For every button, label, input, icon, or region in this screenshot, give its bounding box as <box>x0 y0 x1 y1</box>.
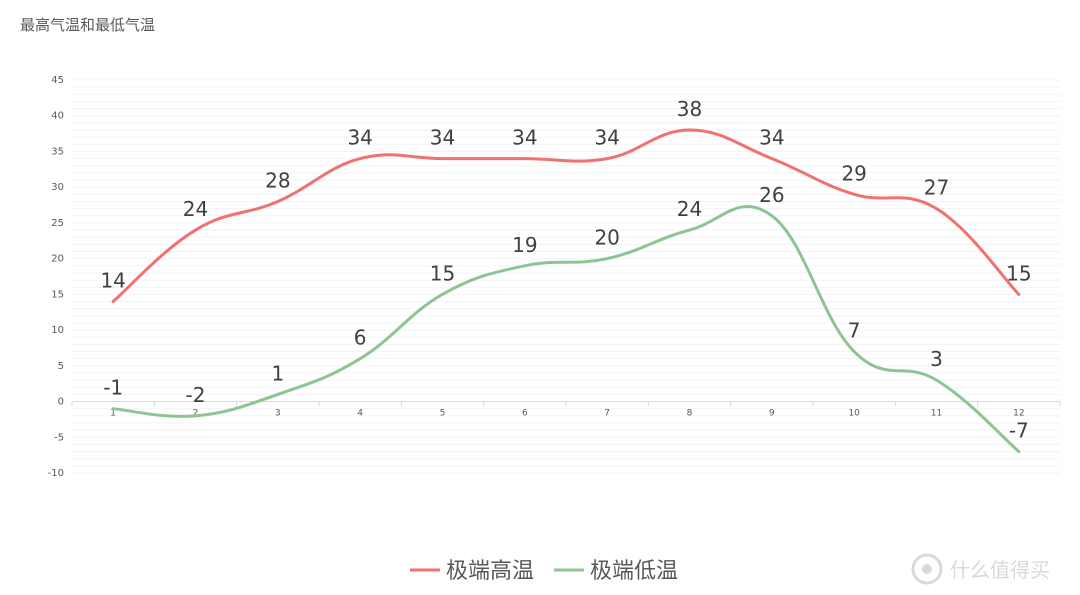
data-label: 1 <box>271 361 284 385</box>
legend-entry-1: 极端高温 <box>446 559 534 584</box>
y-tick-label: 20 <box>51 254 64 265</box>
x-tick-label: 12 <box>1013 409 1024 419</box>
x-tick-label: 5 <box>440 409 446 419</box>
legend: 极端高温 极端低温 <box>410 559 678 584</box>
y-tick-label: 15 <box>51 289 64 300</box>
series-line-2 <box>111 204 1021 454</box>
data-label: 6 <box>354 326 367 350</box>
y-tick-label: 10 <box>51 325 64 336</box>
x-tick-label: 11 <box>931 409 942 419</box>
y-axis: 45 40 35 30 25 20 15 10 5 0 -5 -10 <box>48 75 64 479</box>
data-label: 34 <box>347 126 372 150</box>
watermark-text: 什么值得买 <box>950 558 1050 582</box>
data-label: 15 <box>430 261 455 285</box>
data-label: 24 <box>677 197 702 221</box>
smzdm-logo-icon <box>911 553 943 585</box>
y-tick-label: 40 <box>51 111 64 122</box>
y-tick-label: 30 <box>51 182 64 193</box>
y-tick-label: -5 <box>54 432 64 443</box>
data-label: 29 <box>841 161 866 185</box>
x-tick-label: 9 <box>769 409 775 419</box>
data-label: 26 <box>759 183 784 207</box>
data-label: 28 <box>265 168 290 192</box>
data-label: 34 <box>512 126 537 150</box>
x-axis: 1 2 3 4 5 6 7 8 9 10 11 12 <box>71 401 1061 419</box>
data-label: -2 <box>186 383 206 407</box>
data-label: 19 <box>512 233 537 257</box>
data-label: -1 <box>103 376 123 400</box>
data-label: 7 <box>848 319 861 343</box>
data-label: 34 <box>759 126 784 150</box>
series-line-1 <box>111 128 1021 304</box>
x-tick-label: 10 <box>848 409 860 419</box>
x-tick-label: 8 <box>687 409 693 419</box>
data-label: 20 <box>594 226 619 250</box>
y-tick-label: 35 <box>51 146 64 157</box>
data-label: 3 <box>930 347 943 371</box>
series-lines <box>111 128 1021 454</box>
data-label: 14 <box>100 269 125 293</box>
data-label: -7 <box>1009 419 1029 443</box>
watermark: 什么值得买 <box>911 553 1050 585</box>
data-label: 38 <box>677 97 702 121</box>
data-label: 24 <box>183 197 208 221</box>
data-label: 27 <box>924 176 949 200</box>
x-tick-label: 3 <box>275 409 281 419</box>
x-tick-label: 4 <box>357 409 363 419</box>
x-tick-label: 1 <box>110 409 116 419</box>
y-tick-label: 0 <box>58 397 64 408</box>
data-label: 15 <box>1006 261 1031 285</box>
y-tick-label: 5 <box>58 361 64 372</box>
y-tick-label: 45 <box>51 75 64 86</box>
data-label: 34 <box>594 126 619 150</box>
y-tick-label: 25 <box>51 218 64 229</box>
x-tick-label: 7 <box>604 409 610 419</box>
data-label: 34 <box>430 126 455 150</box>
legend-entry-2: 极端低温 <box>590 559 678 584</box>
chart-title: 最高气温和最低气温 <box>20 16 155 34</box>
x-tick-label: 2 <box>193 409 199 419</box>
x-tick-label: 6 <box>522 409 528 419</box>
gridlines <box>72 79 1060 474</box>
y-tick-label: -10 <box>48 468 64 479</box>
